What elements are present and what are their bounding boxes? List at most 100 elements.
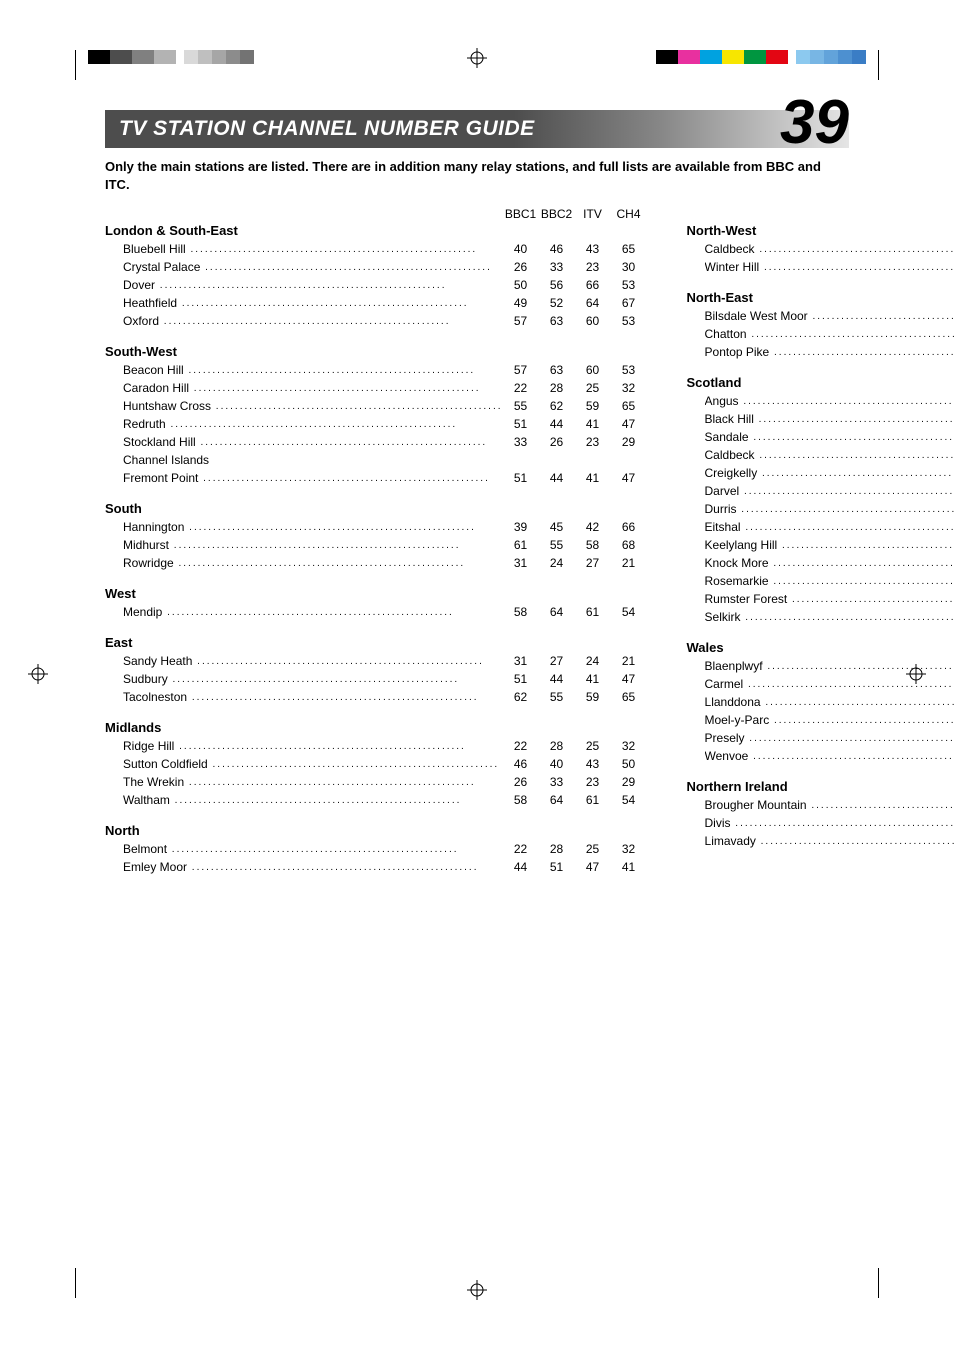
station-name: Blaenplwyf: [705, 657, 954, 675]
channel-value: 53: [611, 312, 647, 330]
page-title: TV STATION CHANNEL NUMBER GUIDE: [119, 117, 535, 141]
station-row: Fremont Point51444147: [105, 469, 647, 487]
channel-value: 42: [575, 518, 611, 536]
channel-value: 47: [575, 858, 611, 876]
region-heading: North-West: [687, 223, 954, 238]
station-row: Channel Islands: [105, 451, 647, 469]
station-row: Redruth51444147: [105, 415, 647, 433]
channel-value: 40: [503, 240, 539, 258]
color-swatch: [838, 50, 852, 64]
color-swatch: [678, 50, 700, 64]
station-row: Eitshal33262329: [687, 518, 954, 536]
channel-value: 54: [611, 603, 647, 621]
station-name: Wenvoe: [705, 747, 954, 765]
station-row: Rosemarkie39454942: [687, 572, 954, 590]
station-row: Mendip58646154: [105, 603, 647, 621]
region-heading: Wales: [687, 640, 954, 655]
channel-value: 28: [539, 840, 575, 858]
color-swatch: [824, 50, 838, 64]
channel-value: 51: [539, 858, 575, 876]
station-row: Bluebell Hill40464365: [105, 240, 647, 258]
title-bar: TV STATION CHANNEL NUMBER GUIDE 39: [105, 110, 849, 148]
crop-mark: [878, 50, 879, 80]
registration-mark-icon: [467, 1280, 487, 1300]
station-row: Moel-y-Parc52454942: [687, 711, 954, 729]
channel-value: 51: [503, 415, 539, 433]
station-name: Eitshal: [705, 518, 954, 536]
channel-value: 41: [575, 469, 611, 487]
channel-value: 59: [575, 397, 611, 415]
channel-value: 22: [503, 840, 539, 858]
channel-value: 22: [503, 379, 539, 397]
channel-value: 44: [539, 415, 575, 433]
channel-value: 31: [503, 554, 539, 572]
station-name: Midhurst: [123, 536, 503, 554]
station-row: Caldbeck30342832: [687, 240, 954, 258]
channel-value: 56: [539, 276, 575, 294]
crop-mark: [75, 1268, 76, 1298]
channel-value: 24: [539, 554, 575, 572]
channel-value: 22: [503, 737, 539, 755]
intro-text: Only the main stations are listed. There…: [105, 158, 849, 193]
color-swatch: [722, 50, 744, 64]
station-row: Sandale22———: [687, 428, 954, 446]
channel-value: 61: [575, 791, 611, 809]
header-itv: ITV: [575, 207, 611, 221]
station-row: Pontop Pike58646154: [687, 343, 954, 361]
channel-value: 30: [611, 258, 647, 276]
channel-value: 32: [611, 840, 647, 858]
channel-value: 55: [503, 397, 539, 415]
station-name: Mendip: [123, 603, 503, 621]
station-name: Fremont Point: [123, 469, 503, 487]
station-name: Black Hill: [705, 410, 954, 428]
color-swatch: [852, 50, 866, 64]
station-name: Carmel: [705, 675, 954, 693]
station-row: Sutton Coldfield46404350: [105, 755, 647, 773]
station-name: Sudbury: [123, 670, 503, 688]
region-heading: North-East: [687, 290, 954, 305]
registration-mark-icon: [28, 664, 48, 684]
channel-value: 26: [503, 258, 539, 276]
channel-value: 43: [575, 755, 611, 773]
station-name: Caldbeck: [705, 446, 954, 464]
station-row: Rumster Forest31272421: [687, 590, 954, 608]
station-row: Huntshaw Cross55625965: [105, 397, 647, 415]
channel-value: 44: [503, 858, 539, 876]
channel-value: 51: [503, 670, 539, 688]
station-name: Llanddona: [705, 693, 954, 711]
station-name: Huntshaw Cross: [123, 397, 503, 415]
channel-value: 41: [575, 415, 611, 433]
channel-value: 23: [575, 433, 611, 451]
channel-value: 29: [611, 773, 647, 791]
station-row: Creigkelly31272421: [687, 464, 954, 482]
channel-value: 62: [503, 688, 539, 706]
channel-value: 47: [611, 415, 647, 433]
station-row: Oxford57636053: [105, 312, 647, 330]
station-row: Heathfield49526467: [105, 294, 647, 312]
station-name: Durris: [705, 500, 954, 518]
channel-value: 54: [611, 791, 647, 809]
region-heading: North: [105, 823, 647, 838]
channel-value: 33: [539, 773, 575, 791]
station-row: Caldbeck—342832: [687, 446, 954, 464]
station-row: Dover50566653: [105, 276, 647, 294]
station-name: Heathfield: [123, 294, 503, 312]
column-header: BBC1 BBC2 ITV CH4: [105, 207, 647, 221]
station-name: Redruth: [123, 415, 503, 433]
station-row: Rowridge31242721: [105, 554, 647, 572]
station-row: Brougher Mountain22282532: [687, 796, 954, 814]
station-name: Bluebell Hill: [123, 240, 503, 258]
channel-value: 21: [611, 554, 647, 572]
channel-value: 61: [575, 603, 611, 621]
region-heading: Midlands: [105, 720, 647, 735]
station-name: Presely: [705, 729, 954, 747]
registration-colorbar-left: [88, 50, 254, 64]
left-column: BBC1 BBC2 ITV CH4 London & South-EastBlu…: [105, 207, 647, 876]
station-name: Pontop Pike: [705, 343, 954, 361]
color-swatch: [132, 50, 154, 64]
color-swatch: [766, 50, 788, 64]
channel-value: 63: [539, 312, 575, 330]
channel-value: 65: [611, 240, 647, 258]
channel-value: 61: [503, 536, 539, 554]
header-bbc2: BBC2: [539, 207, 575, 221]
